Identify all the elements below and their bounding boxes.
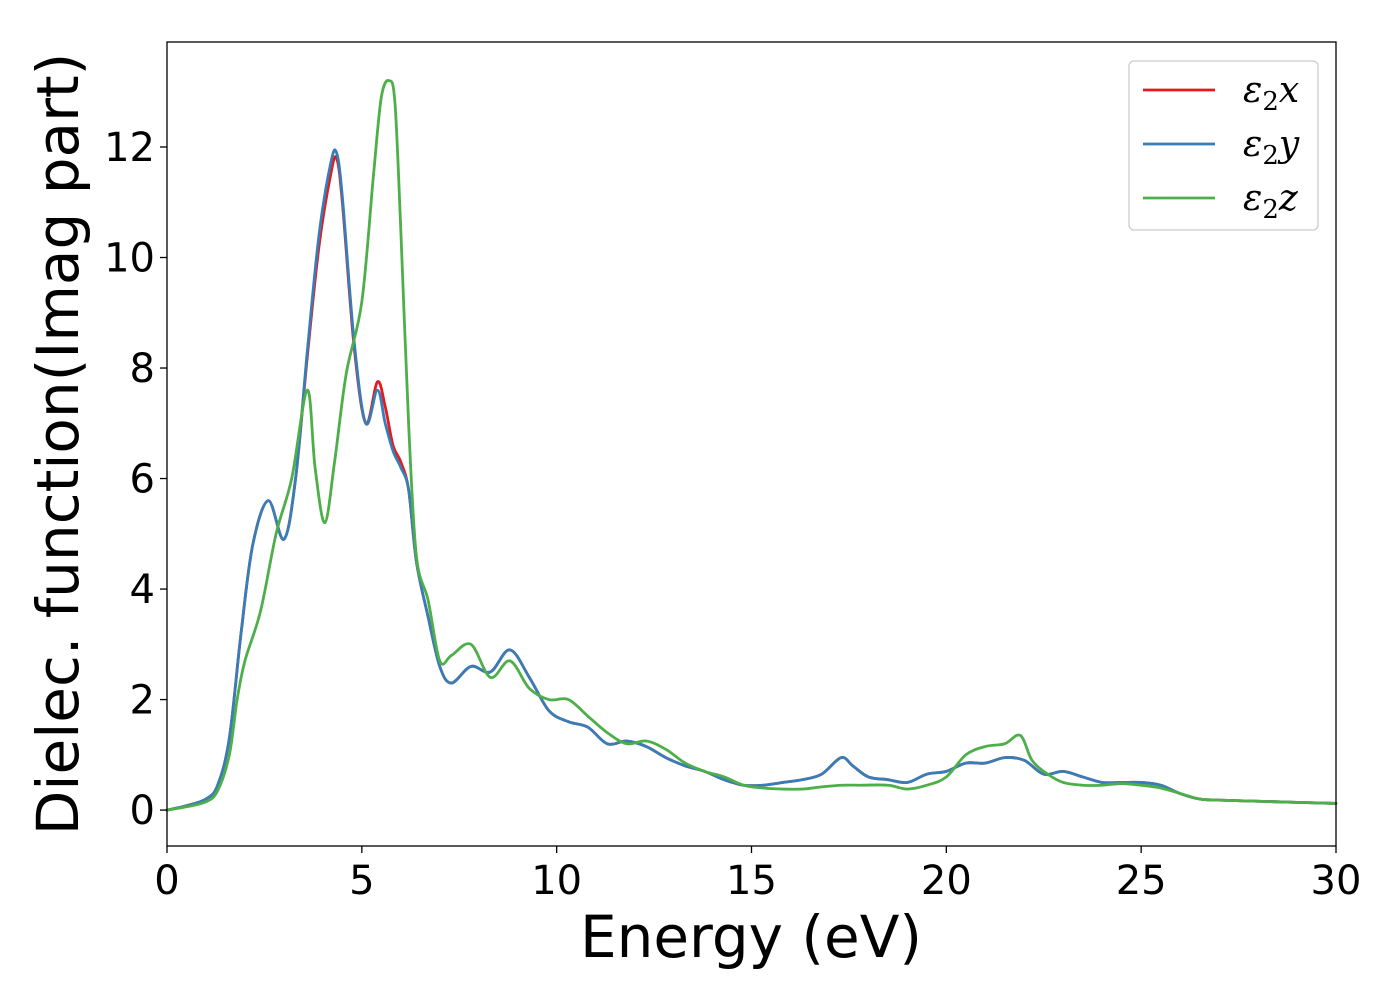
x-tick-label: 30 xyxy=(1311,858,1362,904)
y-tick-label: 2 xyxy=(130,678,155,724)
legend-box xyxy=(1128,60,1319,231)
legend-label-x: ε2x xyxy=(1243,70,1299,117)
x-axis-label: Energy (eV) xyxy=(580,903,922,971)
legend: ε2x ε2y ε2z xyxy=(1128,60,1319,231)
x-axis: 0 5 10 15 20 25 30 xyxy=(154,846,1361,904)
x-tick-label: 5 xyxy=(349,858,374,904)
series-layer xyxy=(165,79,1338,812)
legend-label-y: ε2y xyxy=(1243,124,1300,171)
x-tick-label: 25 xyxy=(1116,858,1167,904)
y-tick-label: 0 xyxy=(130,788,155,834)
x-tick-label: 0 xyxy=(154,858,179,904)
y-tick-label: 10 xyxy=(104,236,155,282)
x-tick-label: 20 xyxy=(921,858,972,904)
y-tick-label: 6 xyxy=(130,457,155,503)
y-tick-label: 4 xyxy=(130,567,155,613)
y-axis-label: Dielec. function(Imag part) xyxy=(24,53,92,836)
series-line-z xyxy=(165,79,1338,812)
y-tick-label: 8 xyxy=(130,346,155,392)
x-tick-label: 10 xyxy=(531,858,582,904)
y-axis: 0 2 4 6 8 10 12 xyxy=(104,125,167,834)
y-tick-label: 12 xyxy=(104,125,155,171)
x-tick-label: 15 xyxy=(726,858,777,904)
legend-label-z: ε2z xyxy=(1243,178,1299,225)
